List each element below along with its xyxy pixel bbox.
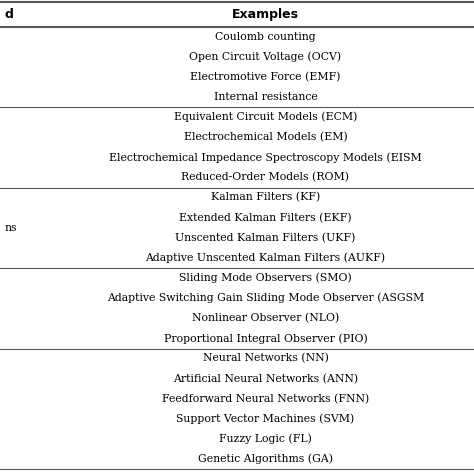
Text: d: d bbox=[5, 8, 14, 21]
Text: Artificial Neural Networks (ANN): Artificial Neural Networks (ANN) bbox=[173, 374, 358, 384]
Text: Adaptive Switching Gain Sliding Mode Observer (ASGSM: Adaptive Switching Gain Sliding Mode Obs… bbox=[107, 293, 424, 303]
Text: Unscented Kalman Filters (UKF): Unscented Kalman Filters (UKF) bbox=[175, 233, 356, 243]
Text: Fuzzy Logic (FL): Fuzzy Logic (FL) bbox=[219, 434, 312, 444]
Text: Reduced-Order Models (ROM): Reduced-Order Models (ROM) bbox=[182, 172, 349, 182]
Text: Electrochemical Models (EM): Electrochemical Models (EM) bbox=[183, 132, 347, 142]
Text: Support Vector Machines (SVM): Support Vector Machines (SVM) bbox=[176, 414, 355, 424]
Text: Adaptive Unscented Kalman Filters (AUKF): Adaptive Unscented Kalman Filters (AUKF) bbox=[146, 253, 385, 263]
Text: Feedforward Neural Networks (FNN): Feedforward Neural Networks (FNN) bbox=[162, 394, 369, 404]
Text: Nonlinear Observer (NLO): Nonlinear Observer (NLO) bbox=[192, 313, 339, 323]
Text: Equivalent Circuit Models (ECM): Equivalent Circuit Models (ECM) bbox=[174, 112, 357, 122]
Text: Neural Networks (NN): Neural Networks (NN) bbox=[202, 354, 328, 364]
Text: Proportional Integral Observer (PIO): Proportional Integral Observer (PIO) bbox=[164, 333, 367, 344]
Text: Kalman Filters (KF): Kalman Filters (KF) bbox=[211, 192, 320, 203]
Text: Coulomb counting: Coulomb counting bbox=[215, 32, 316, 42]
Text: ns: ns bbox=[5, 223, 17, 233]
Text: Genetic Algorithms (GA): Genetic Algorithms (GA) bbox=[198, 454, 333, 465]
Text: Electrochemical Impedance Spectroscopy Models (EISM: Electrochemical Impedance Spectroscopy M… bbox=[109, 152, 422, 163]
Text: Open Circuit Voltage (OCV): Open Circuit Voltage (OCV) bbox=[190, 51, 341, 62]
Text: Electromotive Force (EMF): Electromotive Force (EMF) bbox=[190, 72, 341, 82]
Text: Examples: Examples bbox=[232, 8, 299, 21]
Text: Sliding Mode Observers (SMO): Sliding Mode Observers (SMO) bbox=[179, 273, 352, 283]
Text: Extended Kalman Filters (EKF): Extended Kalman Filters (EKF) bbox=[179, 212, 352, 223]
Text: Internal resistance: Internal resistance bbox=[214, 92, 317, 102]
